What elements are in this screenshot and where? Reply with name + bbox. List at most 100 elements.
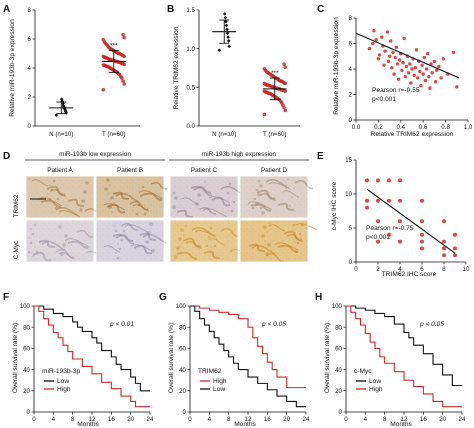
panel-f-legend-entry: Low <box>57 378 69 385</box>
panel-d-tissue-speck <box>34 246 36 248</box>
panel-c-data-point <box>385 30 390 34</box>
panel-d-tissue-speck <box>56 197 60 201</box>
panel-c-data-point <box>410 67 414 71</box>
panel-d-row-trim62: TRIM62 <box>13 194 20 217</box>
panel-g-legend-title: TRIM62 <box>198 368 222 375</box>
panel-c-data-point <box>427 74 431 79</box>
panel-f-x-tick-label: 12 <box>89 416 96 423</box>
panel-d-tissue-streak <box>103 245 121 253</box>
panel-e-letter: E <box>317 151 324 162</box>
panel-a-data-point <box>101 37 106 42</box>
panel-d-tissue-speck <box>107 193 109 195</box>
panel-b-y-tick-label: 1.5 <box>186 7 195 14</box>
panel-b-control-point <box>224 19 228 24</box>
panel-c-data-point <box>389 39 393 43</box>
panel-d-tissue-speck <box>113 202 115 204</box>
panel-g-x-tick-label: 0 <box>188 416 192 423</box>
panel-c-data-point <box>432 59 437 64</box>
panel-b-control-point <box>223 12 227 16</box>
panel-d-tissue-streak <box>130 244 152 252</box>
panel-d-tissue-streak <box>191 227 215 237</box>
panel-d-tissue-speck <box>104 187 108 191</box>
panel-c-data-point <box>380 35 384 39</box>
panel-c-data-point <box>403 74 407 79</box>
panel-e-data-point <box>453 253 457 258</box>
panel-c-data-point <box>397 58 402 62</box>
panel-d-tissue-speck <box>266 231 268 233</box>
panel-d-tissue-streak <box>208 196 230 204</box>
panel-c-data-point <box>394 45 399 50</box>
panel-d-tissue-speck <box>179 252 181 254</box>
panel-d-tissue-speck <box>50 188 54 192</box>
panel-c-data-point <box>406 71 411 75</box>
panel-e-data-point <box>365 198 369 203</box>
panel-d-tissue-speck <box>106 178 110 182</box>
panel-g-legend-entry: Low <box>213 386 225 393</box>
panel-c-y-tick-label: 4 <box>349 66 353 73</box>
panel-d-tissue-speck <box>27 250 31 254</box>
panel-d-tissue-streak <box>40 199 62 208</box>
panel-b-control-point <box>226 39 231 43</box>
panel-f-x-tick-label: 0 <box>32 416 36 423</box>
panel-e-data-point <box>376 219 380 224</box>
panel-d-tissue-streak <box>55 207 79 217</box>
panel-d-tissue-speck <box>51 211 53 213</box>
panel-c-data-point <box>391 50 395 55</box>
panel-e-plot-area: 0 5 10 15 0 2 4 6 8 10 <box>345 157 470 273</box>
panel-d-tissue-speck <box>58 225 62 229</box>
panel-c-data-point <box>383 49 387 53</box>
panel-d-tissue-speck <box>211 253 215 257</box>
panel-c-data-point <box>434 68 439 72</box>
panel-d-tissue-speck <box>28 178 30 180</box>
panel-b-data-point <box>282 62 286 66</box>
panel-c-data-point <box>433 80 438 84</box>
panel-c-data-point <box>420 63 424 67</box>
panel-c-data-point <box>419 83 423 88</box>
panel-a-data-point <box>122 35 126 40</box>
panel-d-tissue-speck <box>47 193 49 195</box>
panel-d-tissue-speck <box>209 226 213 230</box>
panel-d-tissue-streak <box>142 234 166 244</box>
panel-e-data-point <box>398 239 402 244</box>
panel-d-tissue-speck <box>88 246 90 248</box>
panel-d-tissue-speck <box>198 208 200 210</box>
panel-d-tissue-streak <box>58 210 80 218</box>
panel-d-tile-border <box>95 175 165 219</box>
panel-b-y-tick-label: 0.5 <box>186 85 195 92</box>
panel-d-tissue-speck <box>120 238 124 242</box>
panel-d-tissue-streak <box>208 238 226 246</box>
panel-d-tissue-speck <box>292 223 296 227</box>
panel-d-tissue-speck <box>115 252 117 254</box>
panel-d-tissue-speck <box>296 241 300 245</box>
panel-b-dot-plot: B Relative TRIM62 expression 0.0 0.5 1.0 1.… <box>167 4 300 138</box>
panel-e-data-point <box>376 239 380 244</box>
panel-d-tissue-streak <box>277 244 299 253</box>
panel-b-control-point <box>226 35 230 39</box>
panel-d-tissue-speck <box>85 181 89 185</box>
panel-d-tissue-streak <box>250 203 272 212</box>
panel-d-tissue-speck <box>185 225 187 227</box>
panel-b-x-category-label: N (n=10) <box>212 131 236 138</box>
panel-d-tissue-streak <box>274 242 299 252</box>
panel-g-x-axis-label: Months <box>234 421 256 428</box>
panel-d-tissue-speck <box>114 229 118 233</box>
panel-d-tissue-speck <box>118 247 122 251</box>
panel-g-legend-entry: High <box>213 378 227 385</box>
panel-d-tile-border <box>169 219 239 263</box>
panel-e-data-point <box>365 205 369 210</box>
panel-d-tissue-streak <box>182 237 202 248</box>
panel-c-x-axis-label: Relative TRIM62 expression <box>371 131 454 138</box>
panel-b-x-category-label: T (n=60) <box>263 131 286 138</box>
panel-e-data-point <box>376 198 380 203</box>
panel-e-x-axis-label: TRIM62 IHC score <box>382 271 437 278</box>
panel-c-x-tick-label: 1.0 <box>464 124 473 131</box>
panel-g-x-tick-label: 12 <box>245 416 252 423</box>
panel-d-tissue-speck <box>49 184 51 186</box>
panel-c-data-point <box>439 76 443 80</box>
panel-c-data-point <box>404 64 409 69</box>
panel-d-tissue-speck <box>183 234 185 236</box>
panel-d-tissue-speck <box>119 234 121 236</box>
panel-f-y-tick-label: 100 <box>20 303 31 310</box>
panel-d-row-c-myc: C-Myc <box>13 240 20 259</box>
